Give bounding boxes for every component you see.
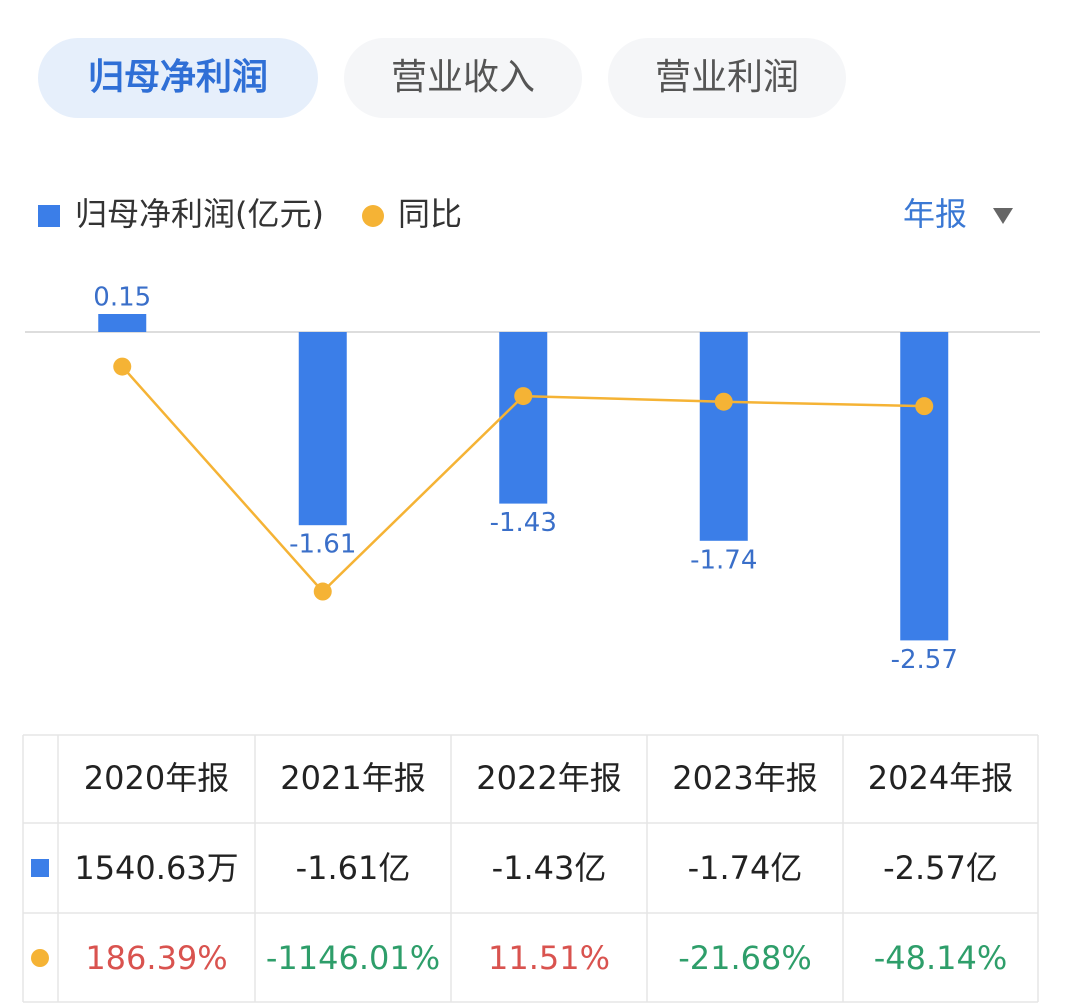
legend-label: 归母净利润(亿元) (75, 195, 324, 233)
bar-value-label: -1.74 (690, 545, 757, 575)
table-cell: -1.43亿 (492, 849, 607, 887)
table-cell: -48.14% (874, 939, 1008, 977)
bar-value-label: 0.15 (93, 283, 151, 313)
bar-value-label: -1.43 (490, 508, 557, 538)
yoy-point (714, 392, 733, 411)
table-cell: 11.51% (488, 939, 610, 977)
tab-label[interactable]: 营业收入 (391, 57, 535, 98)
legend-marker (38, 205, 60, 227)
table-header: 2023年报 (672, 759, 817, 797)
table-header: 2024年报 (868, 759, 1013, 797)
table-cell: -2.57亿 (883, 849, 998, 887)
table-cell: 1540.63万 (74, 849, 238, 887)
table-cell: 186.39% (85, 939, 227, 977)
yoy-point (915, 397, 934, 416)
table-header: 2021年报 (280, 759, 425, 797)
bar (98, 314, 147, 332)
row-marker (31, 859, 49, 877)
dropdown-arrow[interactable] (993, 208, 1013, 224)
tab[interactable] (38, 38, 318, 118)
bar (699, 332, 748, 541)
yoy-point (313, 582, 332, 601)
table-cell: -1.61亿 (296, 849, 411, 887)
legend-marker (362, 205, 384, 227)
bar (499, 332, 548, 504)
yoy-point (514, 387, 533, 406)
table-cell: -1.74亿 (688, 849, 803, 887)
tab[interactable] (608, 38, 846, 118)
tab[interactable] (344, 38, 582, 118)
bar-value-label: -2.57 (891, 645, 958, 675)
table-header: 2022年报 (476, 759, 621, 797)
tab-label[interactable]: 营业利润 (655, 57, 799, 98)
table-header: 2020年报 (84, 759, 229, 797)
bar-value-label: -1.61 (289, 530, 356, 560)
legend-label: 同比 (398, 195, 462, 233)
bar (298, 332, 347, 526)
row-marker (31, 949, 49, 967)
tab-label[interactable]: 归母净利润 (88, 57, 268, 98)
bar (900, 332, 949, 641)
yoy-point (113, 357, 132, 376)
table-cell: -21.68% (678, 939, 812, 977)
period-selector[interactable]: 年报 (903, 195, 967, 233)
table-cell: -1146.01% (266, 939, 440, 977)
